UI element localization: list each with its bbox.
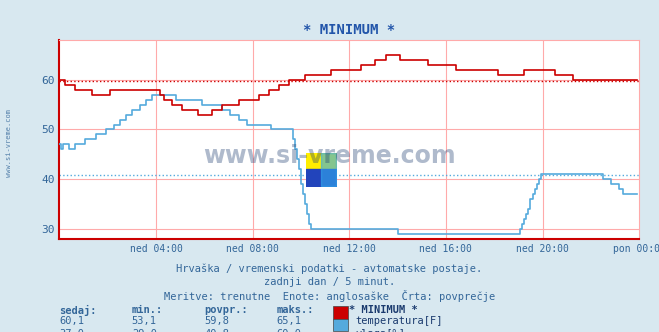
Text: * MINIMUM *: * MINIMUM * <box>349 305 418 315</box>
Text: povpr.:: povpr.: <box>204 305 248 315</box>
Text: 60,1: 60,1 <box>59 316 84 326</box>
Title: * MINIMUM *: * MINIMUM * <box>303 23 395 37</box>
Text: Meritve: trenutne  Enote: anglosaške  Črta: povprečje: Meritve: trenutne Enote: anglosaške Črta… <box>164 290 495 302</box>
Text: www.si-vreme.com: www.si-vreme.com <box>5 109 12 177</box>
Text: 53,1: 53,1 <box>132 316 157 326</box>
Text: min.:: min.: <box>132 305 163 315</box>
Text: 40,8: 40,8 <box>204 329 229 332</box>
Text: sedaj:: sedaj: <box>59 305 97 316</box>
Text: 59,8: 59,8 <box>204 316 229 326</box>
Bar <box>333 319 348 331</box>
Text: www.si-vreme.com: www.si-vreme.com <box>203 144 456 168</box>
Text: 37,0: 37,0 <box>59 329 84 332</box>
Text: 60,0: 60,0 <box>277 329 302 332</box>
Text: temperatura[F]: temperatura[F] <box>356 316 444 326</box>
Text: Hrvaška / vremenski podatki - avtomatske postaje.: Hrvaška / vremenski podatki - avtomatske… <box>177 264 482 275</box>
Bar <box>333 306 348 319</box>
Text: maks.:: maks.: <box>277 305 314 315</box>
Text: 65,1: 65,1 <box>277 316 302 326</box>
Text: vlaga[%]: vlaga[%] <box>356 329 406 332</box>
Text: zadnji dan / 5 minut.: zadnji dan / 5 minut. <box>264 277 395 287</box>
Text: 29,0: 29,0 <box>132 329 157 332</box>
